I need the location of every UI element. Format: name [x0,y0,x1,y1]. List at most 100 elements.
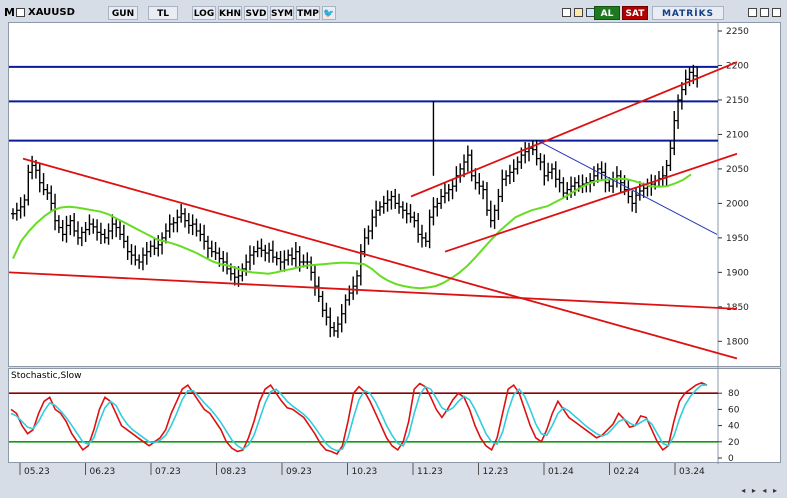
price-bar [274,251,279,266]
symbol-checkbox[interactable] [16,8,25,17]
period-button-gun[interactable]: GUN [108,6,138,20]
price-bar [56,215,61,234]
price-bar [190,214,195,236]
sell-button[interactable]: SAT [622,6,648,20]
price-bar [542,154,547,186]
price-bar [630,190,635,212]
khn-button[interactable]: KHN [218,6,242,20]
price-bar [500,169,505,203]
price-bar [488,200,493,228]
price-bar [374,200,379,227]
price-bar [450,178,455,200]
svd-button[interactable]: SVD [244,6,268,20]
maximize-icon[interactable] [760,8,769,17]
log-button[interactable]: LOG [192,6,216,20]
price-bar [64,215,69,243]
price-bar [614,166,619,188]
tmp-button[interactable]: TMP [296,6,320,20]
price-bar [362,228,367,258]
scroll-arrows[interactable]: ◂ ▸ ◂ ▸ [741,486,779,495]
matriks-logo: MATRİKS [652,6,724,20]
date-tick-label: 06.23 [90,467,116,477]
price-bar [446,184,451,202]
stochastic-chart[interactable]: 0 20 40 60 80 [9,369,782,464]
price-bar [270,240,275,263]
price-bar [561,177,566,199]
price-bar [400,201,405,219]
price-bar [527,142,531,162]
price-bar [175,209,180,233]
price-bar [179,204,184,223]
price-bar [660,166,665,187]
price-tick-label: 1850 [726,303,749,313]
price-bar [37,162,42,193]
price-bar [546,162,551,182]
stoch-tick-label: 20 [728,438,740,448]
price-panel[interactable]: 1800 1850 1900 1950 2000 2050 2100 2150 2200 2250 [8,22,782,368]
price-tick-label: 2150 [726,96,749,106]
close-icon[interactable] [772,8,781,17]
price-bar [687,66,692,87]
price-bar [263,244,268,262]
price-bar [507,164,512,185]
price-bar [186,213,191,234]
price-bar [152,238,157,256]
twitter-icon[interactable]: 🐦 [322,6,336,20]
price-bar [381,195,386,214]
price-bar [408,204,413,223]
price-chart[interactable]: 1800 1850 1900 1950 2000 2050 2100 2150 2200 2250 [8,23,782,368]
price-bar [530,140,535,156]
price-bar [416,213,421,243]
price-bar [618,170,623,193]
date-tick-label: 10.23 [352,467,378,477]
price-bar [87,214,92,236]
price-bar [473,168,478,190]
date-tick-label: 01.24 [548,467,574,477]
minimize-icon[interactable] [748,8,757,17]
price-bar [496,188,501,220]
price-bar [171,217,176,233]
price-bar [22,194,27,217]
price-bar [324,302,329,326]
box-icon[interactable] [562,8,571,17]
price-bar [293,242,298,267]
price-bar [163,223,168,244]
price-bar [679,82,684,110]
price-bar [91,218,96,234]
period-button-tl[interactable]: TL [148,6,178,20]
stoch-tick-label: 80 [728,389,740,399]
price-tick-label: 2250 [726,27,749,37]
price-bar [435,197,440,217]
price-bar [695,66,700,88]
price-bar [240,263,245,282]
price-bar [626,179,631,204]
date-tick-label: 11.23 [417,467,443,477]
price-bar [75,221,80,245]
price-bar [538,153,543,171]
price-bar [251,246,256,265]
price-bar [232,266,237,286]
price-bar [267,242,272,263]
price-bar [160,232,165,255]
price-bar [18,197,23,219]
price-bar [637,181,642,201]
price-bar [30,155,35,180]
trend-line [22,157,738,360]
price-bar [68,215,73,236]
date-tick-label: 07.23 [155,467,181,477]
price-bar [347,285,352,306]
price-bar [167,214,172,238]
trend-line [410,61,738,198]
price-bar [676,94,681,129]
price-bar [515,156,520,175]
price-bar [53,193,58,231]
sym-button[interactable]: SYM [270,6,294,20]
price-bar [183,208,187,228]
palette-icon[interactable] [574,8,583,17]
buy-button[interactable]: AL [594,6,620,20]
price-bar [255,240,260,258]
price-tick-label: 2200 [726,61,749,71]
stochastic-panel[interactable]: 0 20 40 60 80 [8,368,782,464]
price-bar [343,294,348,324]
price-bar [427,209,432,249]
